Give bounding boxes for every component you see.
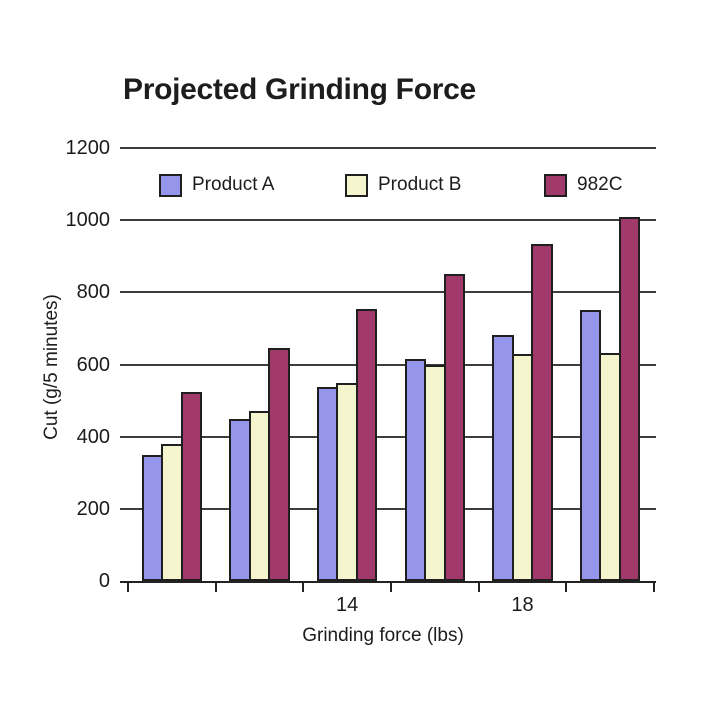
- gridline-1000: [120, 219, 656, 222]
- x-axis-tick-5: [565, 583, 568, 592]
- bar-product-b-group3: [336, 383, 358, 581]
- bar-982c-group3: [355, 309, 378, 581]
- x-axis-tick-4: [477, 583, 480, 592]
- y-tick-label-800: 800: [76, 281, 110, 304]
- bar-982c-group1: [180, 391, 203, 581]
- bar-product-a-group3: [316, 386, 339, 581]
- bar-product-b-group5: [511, 353, 534, 581]
- gridline-600: [120, 363, 656, 366]
- gridline-800: [120, 291, 656, 294]
- gridline-400: [120, 435, 656, 438]
- x-tick-label-18: 18: [511, 594, 534, 616]
- bar-982c-group5: [531, 244, 553, 581]
- y-tick-label-1200: 1200: [65, 137, 111, 159]
- bar-product-b-group2: [248, 411, 271, 581]
- y-tick-label-400: 400: [76, 425, 110, 448]
- legend-label-product-a: Product A: [192, 174, 275, 195]
- x-axis-tick-2: [302, 583, 305, 592]
- gridline-1200: [120, 147, 656, 149]
- plot-area: Product A Product B 982C: [120, 147, 656, 592]
- legend-label-982c: 982C: [577, 174, 623, 195]
- bar-982c-group6: [618, 217, 641, 581]
- y-tick-label-1000: 1000: [65, 209, 111, 232]
- legend-swatch-982c: [544, 174, 567, 197]
- x-tick-label-14: 14: [336, 594, 359, 616]
- bar-product-a-group4: [404, 359, 427, 581]
- bar-product-b-group4: [424, 365, 446, 581]
- bar-product-a-group1: [141, 454, 164, 581]
- y-tick-label-0: 0: [98, 570, 110, 592]
- x-axis-tick-0: [127, 583, 129, 592]
- bar-product-a-group2: [229, 418, 251, 581]
- legend-swatch-product-a: [159, 174, 182, 197]
- legend-label-product-b: Product B: [378, 174, 462, 195]
- y-tick-label-600: 600: [76, 353, 110, 376]
- bar-product-a-group5: [492, 334, 514, 581]
- gridline-200: [120, 507, 656, 510]
- x-axis-tick-1: [214, 583, 217, 592]
- bar-982c-group4: [443, 273, 466, 581]
- bar-982c-group2: [268, 348, 290, 581]
- legend-swatch-product-b: [345, 174, 368, 197]
- bar-product-b-group6: [599, 352, 621, 581]
- x-axis-tick-3: [390, 583, 392, 592]
- x-axis-title: Grinding force (lbs): [302, 625, 464, 646]
- x-axis-tick-6: [653, 583, 655, 592]
- y-tick-label-200: 200: [76, 497, 110, 520]
- chart-title: Projected Grinding Force: [123, 73, 476, 106]
- bar-product-a-group6: [579, 310, 602, 581]
- bar-product-b-group1: [161, 443, 183, 581]
